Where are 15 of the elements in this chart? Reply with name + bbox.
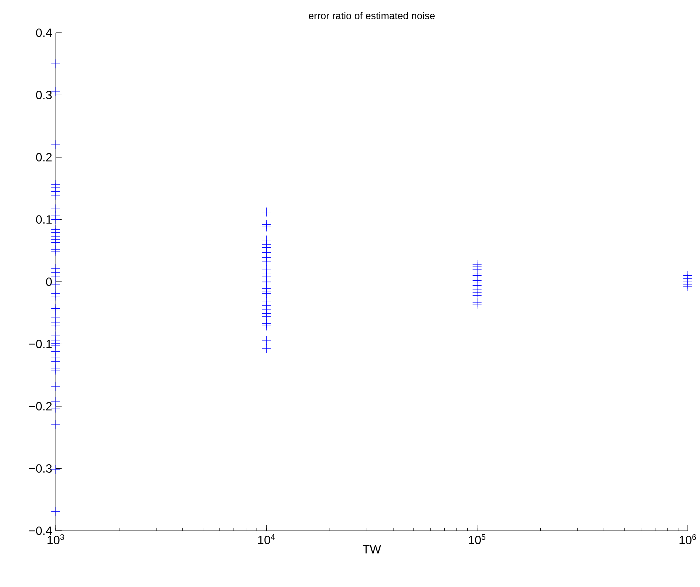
y-tick-label: −0.1 [29,340,52,348]
y-tick-label: −0.3 [29,464,52,473]
x-tick-label: 10$^{5}$ [469,534,486,544]
x-tick-label: 10$^{6}$ [680,534,696,545]
y-tick-label: −0.2 [29,402,52,411]
y-tick-label: −0.4 [29,526,52,536]
y-tick-label: 0.3 [36,91,52,100]
y-tick-label: 0.2 [36,153,52,162]
x-axis-title: TW [362,545,382,554]
y-tick-label: 0.4 [36,28,52,38]
x-tick-label: 10$^{3}$ [48,534,64,545]
y-tick-label: 0.1 [36,216,52,224]
x-tick-label: 10$^{4}$ [258,534,276,544]
y-tick-label: 0 [46,278,52,286]
chart-title: error ratio of estimated noise [309,12,435,20]
